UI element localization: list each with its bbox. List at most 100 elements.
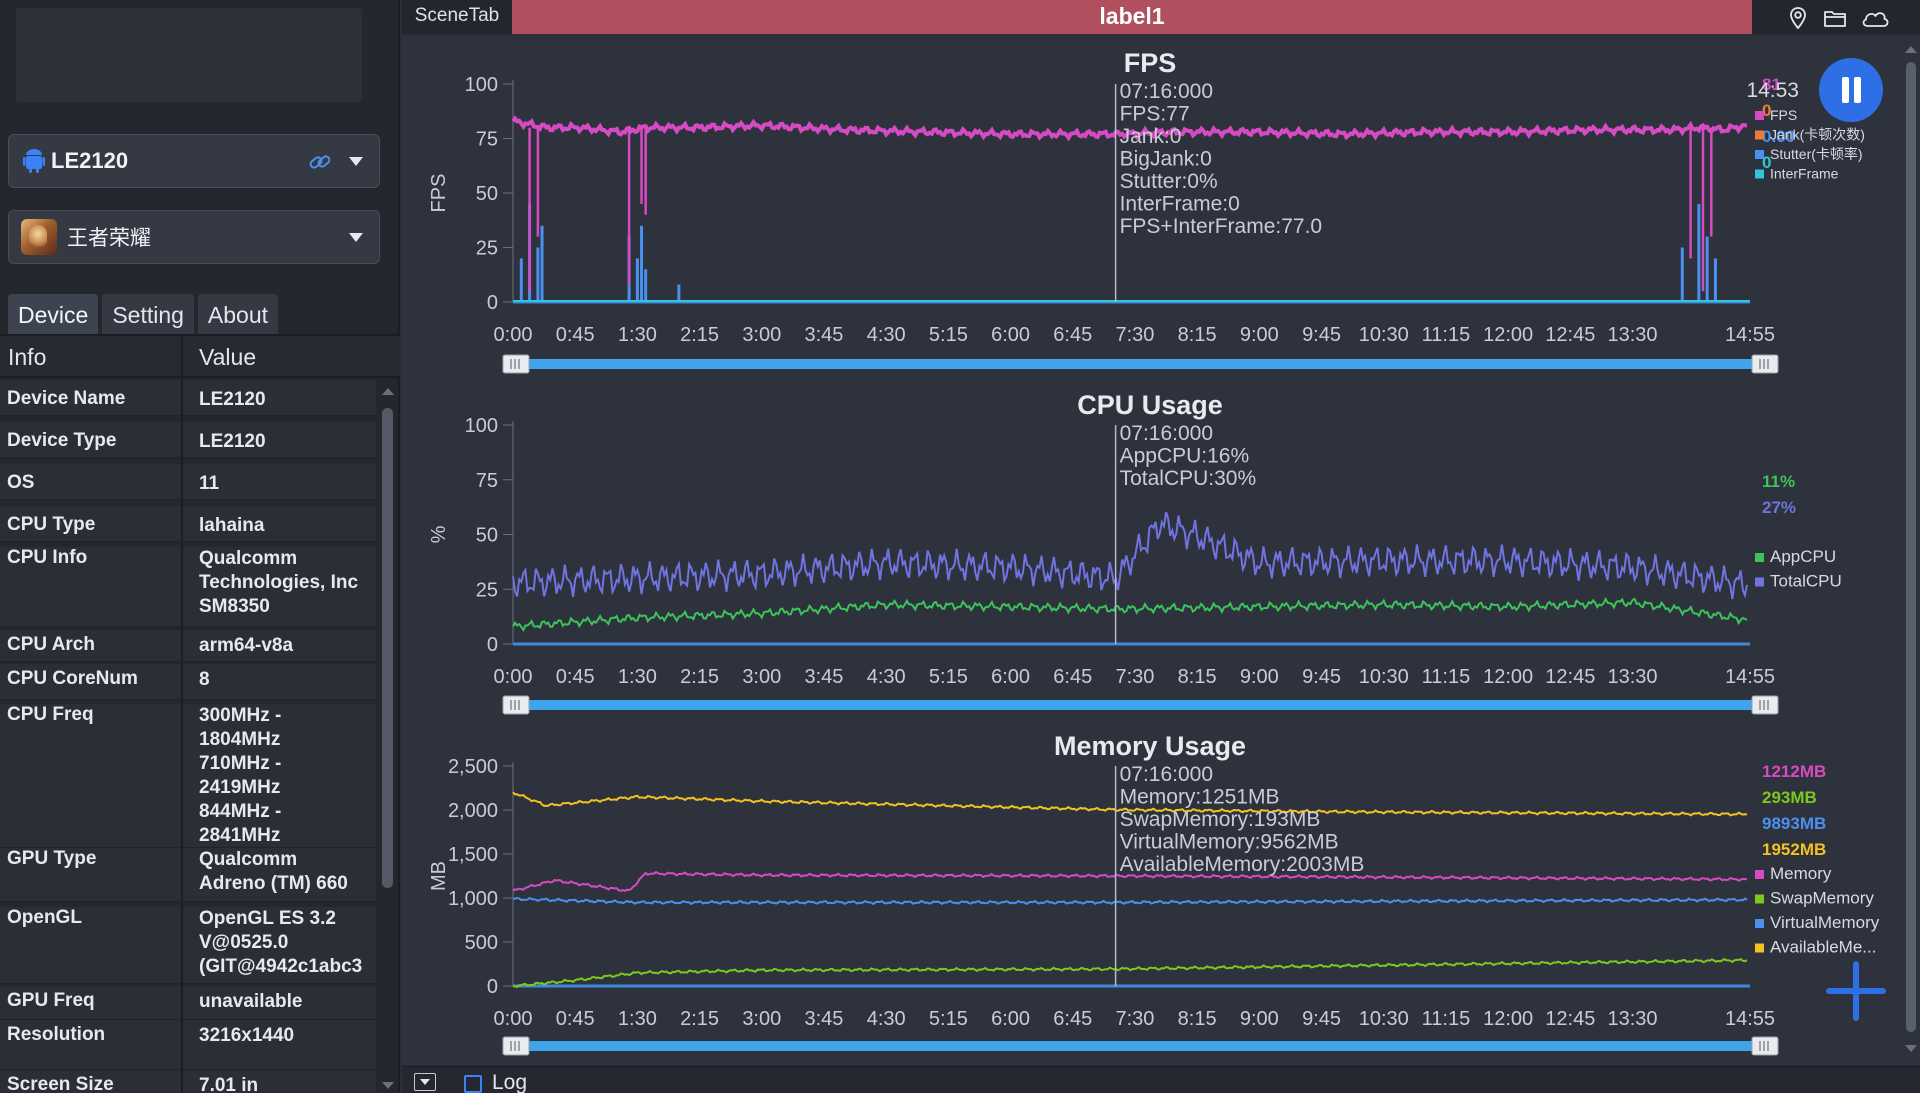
chevron-down-icon[interactable] <box>349 233 363 242</box>
log-checkbox[interactable] <box>464 1075 482 1093</box>
x-tick-label: 6:00 <box>991 666 1030 688</box>
y-tick-label: 2,000 <box>448 800 498 822</box>
y-tick-label: 50 <box>476 183 498 205</box>
cursor-readout: AvailableMemory:2003MB <box>1120 853 1365 876</box>
cursor-readout: AppCPU:16% <box>1120 445 1250 468</box>
cursor-readout: InterFrame:0 <box>1120 193 1240 216</box>
scroll-up-arrow-icon[interactable] <box>382 388 394 395</box>
cursor-readout: VirtualMemory:9562MB <box>1120 831 1339 854</box>
table-row: Device Type LE2120 <box>0 422 376 458</box>
row-key: CPU Arch <box>7 634 95 655</box>
row-value: unavailable <box>199 991 303 1012</box>
scroll-down-arrow-icon[interactable] <box>1905 1045 1917 1052</box>
table-row: CPU Freq 300MHz - 1804MHz 710MHz - 2419MH… <box>0 704 376 848</box>
pause-button[interactable] <box>1819 58 1883 122</box>
scroll-down-arrow-icon[interactable] <box>382 1082 394 1089</box>
legend-swatch <box>1755 919 1764 928</box>
folder-icon[interactable] <box>1823 6 1847 30</box>
row-key: Device Name <box>7 388 126 409</box>
value-column-header: Value <box>199 344 257 370</box>
legend-swatch <box>1755 111 1764 120</box>
info-table-header: Info Value <box>0 336 400 378</box>
cursor-readout: Jank:0 <box>1120 125 1182 148</box>
row-value: 7.01 in <box>199 1075 259 1093</box>
row-key: GPU Type <box>7 848 97 869</box>
range-slider-handle <box>502 695 530 715</box>
cloud-icon[interactable] <box>1860 6 1890 30</box>
x-tick-label: 0:00 <box>494 666 533 688</box>
chevron-down-icon[interactable] <box>349 157 363 166</box>
x-tick-label: 2:15 <box>680 666 719 688</box>
row-key: Device Type <box>7 430 117 451</box>
row-value: 11 <box>199 473 220 494</box>
link-icon[interactable] <box>307 149 333 175</box>
table-row: CPU Info Qualcomm Technologies, Inc SM835… <box>0 547 376 627</box>
chart-scrollbar[interactable] <box>1906 62 1916 1032</box>
row-value: Qualcomm Adreno (TM) 660 <box>199 849 348 894</box>
table-row: CPU Type lahaina <box>0 506 376 542</box>
current-value: 293MB <box>1762 788 1817 807</box>
x-tick-label: 1:30 <box>618 324 657 346</box>
app-name: 王者荣耀 <box>67 227 151 250</box>
legend-label: Jank(卡顿次数) <box>1770 127 1865 143</box>
series-line-memory <box>512 870 1748 892</box>
tab-device[interactable]: Device <box>8 294 99 334</box>
x-tick-label: 9:00 <box>1240 666 1279 688</box>
x-tick-label: 6:45 <box>1053 1008 1092 1030</box>
x-tick-label: 6:00 <box>991 324 1030 346</box>
x-tick-label: 4:30 <box>867 1008 906 1030</box>
panel-tabs: Device Setting About <box>8 294 279 334</box>
current-time-label: 14:53 <box>1746 79 1799 102</box>
label-tab[interactable]: label1 <box>512 0 1752 34</box>
row-value: LE2120 <box>199 389 266 410</box>
device-select[interactable]: LE2120 <box>8 134 380 188</box>
android-icon <box>23 149 45 173</box>
x-tick-label: 3:00 <box>742 1008 781 1030</box>
log-label: Log <box>492 1071 528 1093</box>
row-key: CPU Info <box>7 547 88 568</box>
collapse-button[interactable] <box>414 1073 436 1091</box>
x-tick-label: 7:30 <box>1115 324 1154 346</box>
location-icon[interactable] <box>1786 6 1810 30</box>
row-value: lahaina <box>199 515 265 536</box>
x-tick-label: 14:55 <box>1725 324 1775 346</box>
table-row: Resolution 3216x1440 <box>0 1020 376 1070</box>
scene-tab[interactable]: SceneTab <box>414 5 500 26</box>
screen-thumbnail <box>16 8 362 102</box>
current-value: 11% <box>1762 472 1795 491</box>
x-tick-label: 13:30 <box>1607 666 1657 688</box>
legend-swatch <box>1755 169 1764 179</box>
x-tick-label: 12:45 <box>1545 1008 1595 1030</box>
legend-swatch <box>1755 150 1764 159</box>
current-value: 27% <box>1762 498 1796 517</box>
tab-setting[interactable]: Setting <box>102 294 194 334</box>
x-tick-label: 12:00 <box>1483 666 1533 688</box>
x-tick-label: 12:45 <box>1545 324 1595 346</box>
table-row: Device Name LE2120 <box>0 380 376 416</box>
legend-label: AppCPU <box>1770 547 1836 566</box>
y-tick-label: 75 <box>476 129 498 151</box>
add-chart-button[interactable] <box>1826 961 1886 1021</box>
tab-about[interactable]: About <box>197 294 279 334</box>
x-tick-label: 1:30 <box>618 1008 657 1030</box>
cursor-readout: 07:16:000 <box>1120 80 1213 103</box>
app-select[interactable]: 王者荣耀 <box>8 210 380 264</box>
x-tick-label: 3:45 <box>805 1008 844 1030</box>
x-tick-label: 7:30 <box>1115 1008 1154 1030</box>
info-scrollbar[interactable] <box>382 408 393 888</box>
x-tick-label: 9:00 <box>1240 324 1279 346</box>
table-row: CPU Arch arm64-v8a <box>0 630 376 662</box>
x-tick-label: 6:00 <box>991 1008 1030 1030</box>
cursor-readout: 07:16:000 <box>1120 422 1213 445</box>
row-value: 3216x1440 <box>199 1025 295 1046</box>
x-tick-label: 2:15 <box>680 324 719 346</box>
cursor-readout: FPS+InterFrame:77.0 <box>1120 215 1323 238</box>
row-value: LE2120 <box>199 431 266 452</box>
range-slider-handle <box>1751 1036 1779 1056</box>
row-key: CPU CoreNum <box>7 668 138 689</box>
x-tick-label: 5:15 <box>929 324 968 346</box>
legend-label: SwapMemory <box>1770 889 1874 908</box>
x-tick-label: 10:30 <box>1359 324 1409 346</box>
x-tick-label: 3:45 <box>805 324 844 346</box>
scroll-up-arrow-icon[interactable] <box>1905 46 1917 53</box>
